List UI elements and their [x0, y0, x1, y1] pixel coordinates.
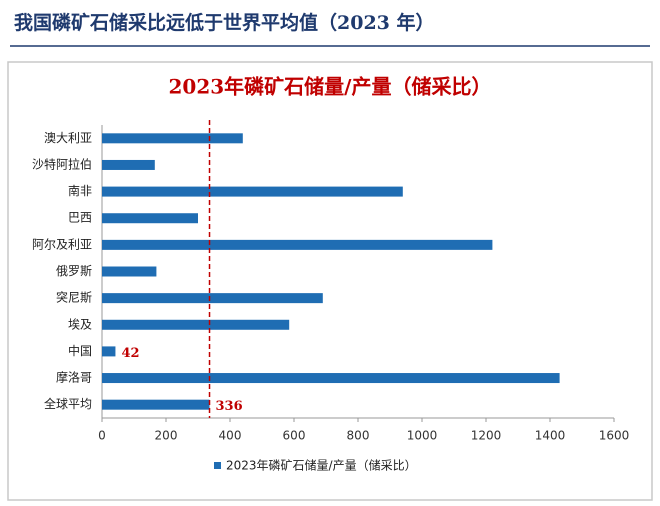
x-tick-label: 1200 — [471, 429, 502, 443]
chart-title: 2023年磷矿石储量/产量（储采比） — [169, 75, 492, 99]
bar — [102, 213, 198, 224]
y-tick-label: 突尼斯 — [56, 290, 92, 305]
y-tick-label: 澳大利亚 — [44, 131, 92, 145]
y-tick-label: 埃及 — [68, 317, 92, 331]
bar — [102, 266, 157, 277]
bar — [102, 239, 493, 250]
x-tick-label: 400 — [219, 429, 242, 443]
chart-frame — [7, 61, 653, 501]
x-tick-label: 800 — [347, 429, 370, 443]
bar — [102, 159, 155, 170]
bar — [102, 399, 210, 410]
y-tick-label: 中国 — [68, 343, 92, 358]
data-label: 336 — [216, 399, 243, 414]
y-tick-label: 全球平均 — [44, 396, 92, 411]
bar — [102, 186, 403, 197]
bar — [102, 133, 243, 144]
legend-swatch — [214, 462, 221, 469]
bar — [102, 293, 323, 304]
page-heading: 我国磷矿石储采比远低于世界平均值（2023 年） — [14, 11, 435, 34]
y-tick-label: 阿尔及利亚 — [32, 236, 92, 251]
bar — [102, 346, 116, 357]
y-tick-label: 俄罗斯 — [56, 264, 92, 278]
data-label: 42 — [121, 346, 139, 361]
x-tick-label: 1400 — [535, 429, 566, 443]
x-tick-label: 1600 — [599, 429, 630, 443]
legend-label: 2023年磷矿石储量/产量（储采比） — [226, 458, 417, 473]
x-tick-label: 1000 — [407, 429, 438, 443]
bar — [102, 319, 290, 330]
bar — [102, 373, 560, 384]
y-tick-label: 南非 — [68, 183, 92, 198]
x-tick-label: 200 — [155, 429, 178, 443]
y-tick-label: 沙特阿拉伯 — [32, 156, 92, 171]
y-tick-label: 巴西 — [68, 211, 92, 225]
x-tick-label: 600 — [283, 429, 306, 443]
x-tick-label: 0 — [98, 429, 106, 443]
y-tick-label: 摩洛哥 — [56, 370, 92, 385]
